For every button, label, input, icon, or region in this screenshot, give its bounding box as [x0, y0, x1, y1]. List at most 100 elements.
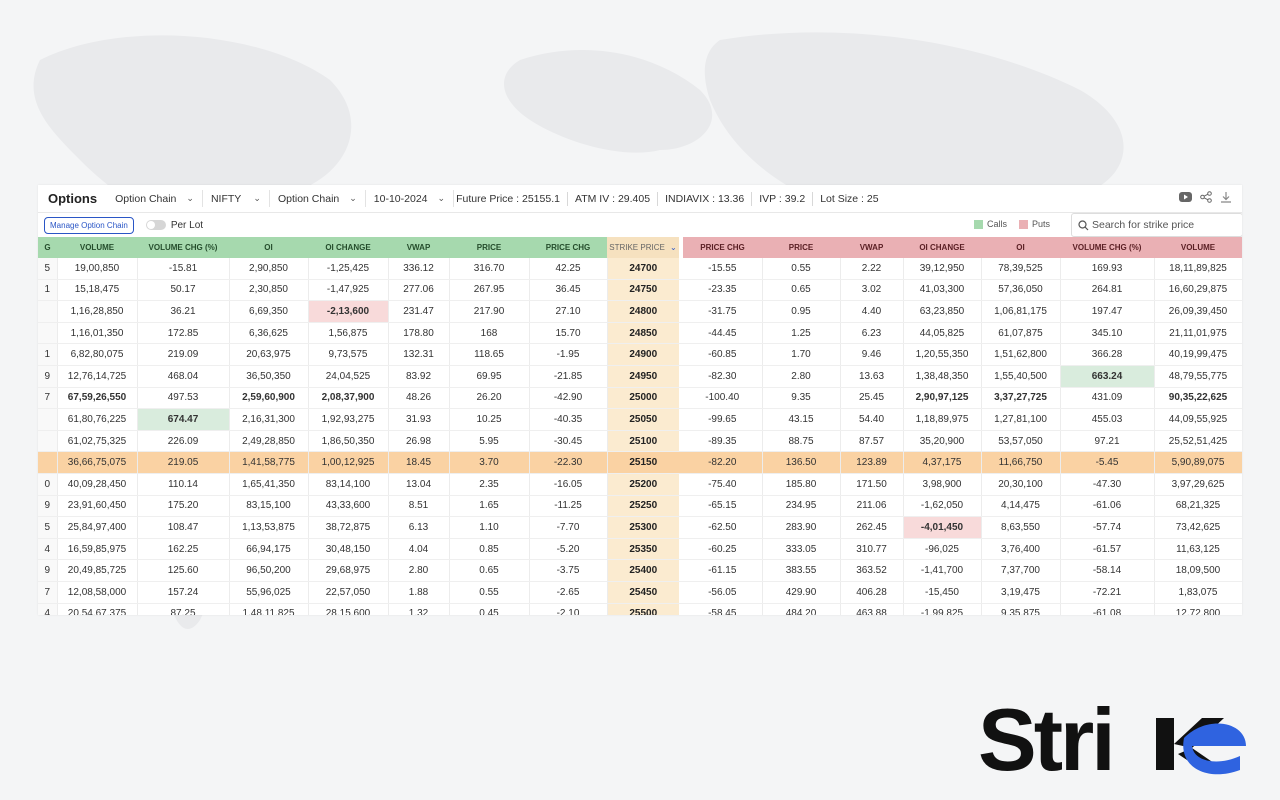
- put-volume[interactable]: 26,09,39,450: [1154, 300, 1242, 323]
- call-volume[interactable]: 1,16,01,350: [57, 322, 138, 345]
- call-volume-chg[interactable]: 125.60: [137, 559, 230, 582]
- strike-price[interactable]: 24700: [607, 258, 679, 280]
- per-lot-toggle[interactable]: [145, 220, 166, 230]
- put-oi[interactable]: 61,07,875: [981, 322, 1061, 345]
- call-volume[interactable]: 61,80,76,225: [57, 408, 138, 431]
- call-volume[interactable]: 40,09,28,450: [57, 473, 138, 496]
- put-oi-change[interactable]: 63,23,850: [903, 300, 982, 323]
- call-volume-chg[interactable]: 108.47: [137, 516, 230, 539]
- put-price-chg[interactable]: -99.65: [683, 408, 763, 431]
- call-volume[interactable]: 67,59,26,550: [57, 387, 138, 410]
- call-oi-change[interactable]: 30,48,150: [308, 538, 389, 561]
- put-oi[interactable]: 3,76,400: [981, 538, 1061, 561]
- table-row[interactable]: 36,66,75,075 219.05 1,41,58,775 1,00,12,925…: [38, 451, 1242, 474]
- call-vwap[interactable]: 83.92: [388, 365, 450, 388]
- call-volume[interactable]: 6,82,80,075: [57, 343, 138, 366]
- put-volume-chg[interactable]: -61.57: [1060, 538, 1155, 561]
- put-oi[interactable]: 3,37,27,725: [981, 387, 1061, 410]
- put-price-chg[interactable]: -62.50: [683, 516, 763, 539]
- put-oi[interactable]: 11,66,750: [981, 451, 1061, 474]
- call-partial[interactable]: 4: [38, 603, 58, 615]
- put-price[interactable]: 283.90: [762, 516, 841, 539]
- strike-price[interactable]: 25500: [607, 603, 679, 615]
- col-header[interactable]: PRICE CHG: [529, 237, 607, 258]
- put-volume-chg[interactable]: 663.24: [1060, 365, 1155, 388]
- put-price-chg[interactable]: -82.20: [683, 451, 763, 474]
- put-oi[interactable]: 4,14,475: [981, 495, 1061, 518]
- put-price-chg[interactable]: -82.30: [683, 365, 763, 388]
- put-price[interactable]: 2.80: [762, 365, 841, 388]
- put-oi[interactable]: 1,27,81,100: [981, 408, 1061, 431]
- put-vwap[interactable]: 13.63: [840, 365, 904, 388]
- call-price-chg[interactable]: -30.45: [529, 430, 608, 453]
- call-partial[interactable]: 9: [38, 365, 58, 388]
- call-volume[interactable]: 36,66,75,075: [57, 451, 138, 474]
- put-price[interactable]: 0.55: [762, 258, 841, 280]
- call-partial[interactable]: [38, 451, 58, 474]
- put-oi-change[interactable]: 44,05,825: [903, 322, 982, 345]
- call-price-chg[interactable]: -2.10: [529, 603, 608, 615]
- put-oi[interactable]: 3,19,475: [981, 581, 1061, 604]
- call-price-chg[interactable]: -5.20: [529, 538, 608, 561]
- col-header[interactable]: PRICE: [449, 237, 529, 258]
- call-partial[interactable]: [38, 408, 58, 431]
- type-dropdown[interactable]: Option Chain ⌄: [270, 190, 366, 207]
- put-volume-chg[interactable]: 97.21: [1060, 430, 1155, 453]
- call-oi-change[interactable]: 2,08,37,900: [308, 387, 389, 410]
- put-volume-chg[interactable]: 169.93: [1060, 258, 1155, 280]
- strike-price[interactable]: 24850: [607, 322, 679, 345]
- put-vwap[interactable]: 123.89: [840, 451, 904, 474]
- call-oi[interactable]: 1,13,53,875: [229, 516, 309, 539]
- put-price-chg[interactable]: -31.75: [683, 300, 763, 323]
- col-header[interactable]: PRICE CHG: [683, 237, 762, 258]
- put-price-chg[interactable]: -89.35: [683, 430, 763, 453]
- call-oi[interactable]: 36,50,350: [229, 365, 309, 388]
- put-price[interactable]: 0.95: [762, 300, 841, 323]
- call-price-chg[interactable]: -21.85: [529, 365, 608, 388]
- call-oi-change[interactable]: 1,92,93,275: [308, 408, 389, 431]
- put-price[interactable]: 383.55: [762, 559, 841, 582]
- put-oi-change[interactable]: -4,01,450: [903, 516, 982, 539]
- call-price-chg[interactable]: 42.25: [529, 258, 608, 280]
- put-volume[interactable]: 90,35,22,625: [1154, 387, 1242, 410]
- call-partial[interactable]: [38, 430, 58, 453]
- col-header[interactable]: OI: [229, 237, 308, 258]
- strike-price[interactable]: 25450: [607, 581, 679, 604]
- table-row[interactable]: 61,80,76,225 674.47 2,16,31,300 1,92,93,275…: [38, 408, 1242, 431]
- put-volume[interactable]: 16,60,29,875: [1154, 279, 1242, 302]
- call-price-chg[interactable]: 15.70: [529, 322, 608, 345]
- put-oi[interactable]: 20,30,100: [981, 473, 1061, 496]
- put-volume[interactable]: 40,19,99,475: [1154, 343, 1242, 366]
- call-volume-chg[interactable]: 50.17: [137, 279, 230, 302]
- call-oi-change[interactable]: 9,73,575: [308, 343, 389, 366]
- call-volume-chg[interactable]: 87.25: [137, 603, 230, 615]
- put-volume[interactable]: 44,09,55,925: [1154, 408, 1242, 431]
- call-partial[interactable]: 4: [38, 538, 58, 561]
- col-header[interactable]: OI: [981, 237, 1060, 258]
- call-price-chg[interactable]: -2.65: [529, 581, 608, 604]
- put-price-chg[interactable]: -60.25: [683, 538, 763, 561]
- call-price-chg[interactable]: -42.90: [529, 387, 608, 410]
- call-price-chg[interactable]: -11.25: [529, 495, 608, 518]
- put-oi-change[interactable]: -1,99,825: [903, 603, 982, 615]
- call-price[interactable]: 1.65: [449, 495, 530, 518]
- call-oi[interactable]: 83,15,100: [229, 495, 309, 518]
- put-price-chg[interactable]: -44.45: [683, 322, 763, 345]
- strike-price[interactable]: 25400: [607, 559, 679, 582]
- youtube-icon[interactable]: [1179, 192, 1192, 205]
- call-vwap[interactable]: 18.45: [388, 451, 450, 474]
- put-price[interactable]: 484.20: [762, 603, 841, 615]
- put-price[interactable]: 1.25: [762, 322, 841, 345]
- call-vwap[interactable]: 2.80: [388, 559, 450, 582]
- call-vwap[interactable]: 277.06: [388, 279, 450, 302]
- col-header[interactable]: VOLUME: [57, 237, 137, 258]
- table-row[interactable]: 1 6,82,80,075 219.09 20,63,975 9,73,575 132.3…: [38, 343, 1242, 366]
- call-oi[interactable]: 20,63,975: [229, 343, 309, 366]
- call-volume[interactable]: 19,00,850: [57, 258, 138, 280]
- put-oi[interactable]: 7,37,700: [981, 559, 1061, 582]
- call-volume[interactable]: 20,49,85,725: [57, 559, 138, 582]
- call-price[interactable]: 5.95: [449, 430, 530, 453]
- call-price[interactable]: 217.90: [449, 300, 530, 323]
- put-price-chg[interactable]: -56.05: [683, 581, 763, 604]
- col-header[interactable]: OI CHANGE: [903, 237, 981, 258]
